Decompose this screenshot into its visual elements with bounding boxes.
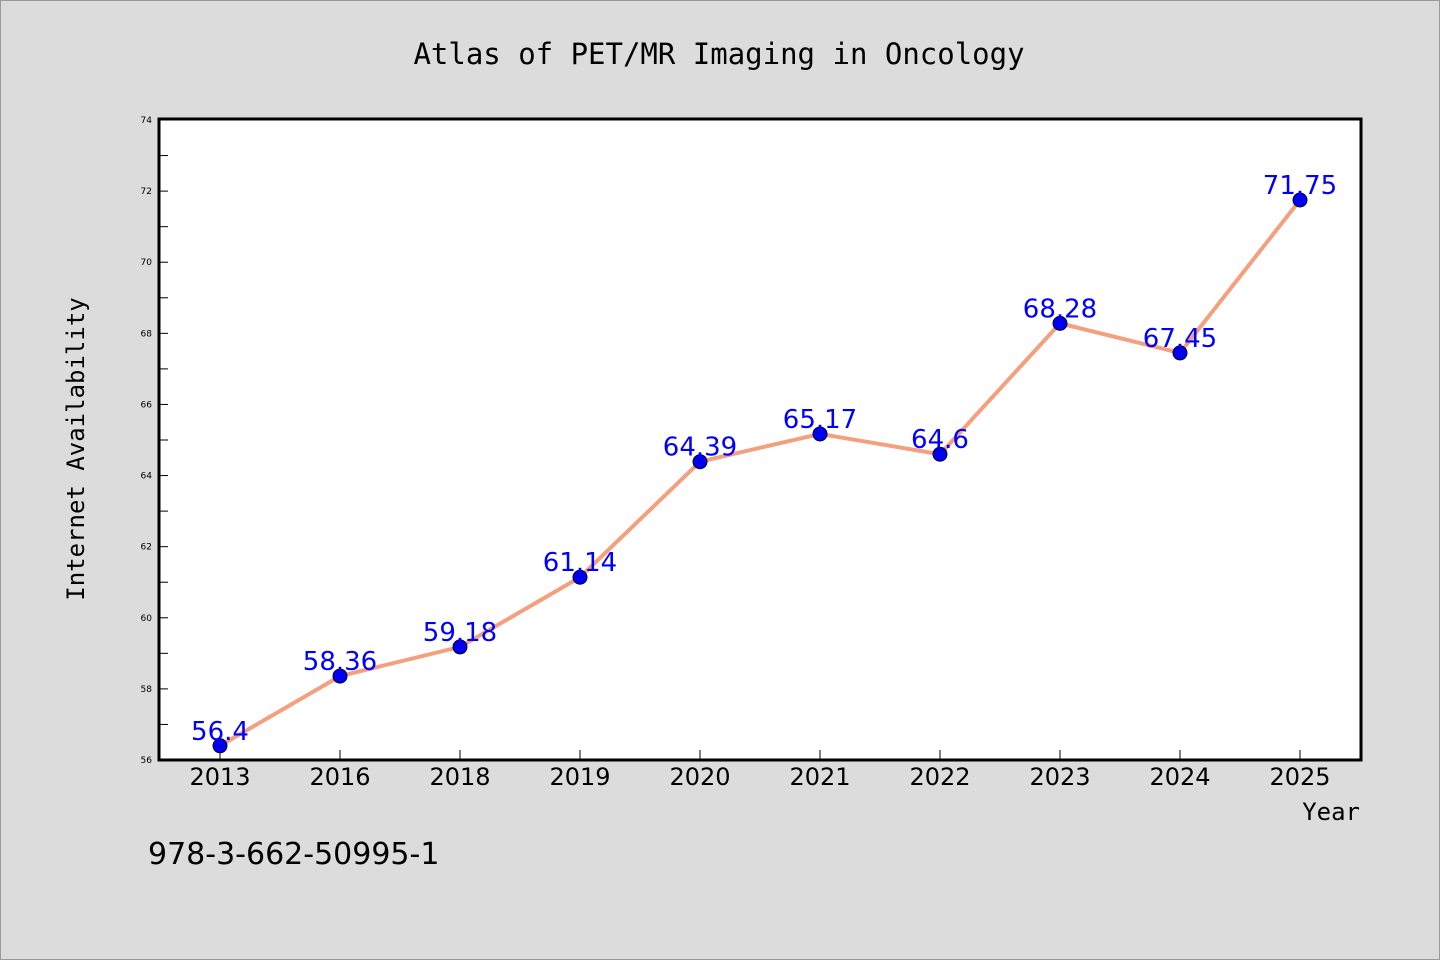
y-tick-label: 70	[141, 258, 153, 268]
y-axis: 56 58 60 62 64 66 68 70 72 74	[141, 116, 168, 766]
y-tick-label: 62	[141, 543, 152, 553]
data-point	[572, 569, 588, 585]
series-line	[218, 198, 1302, 748]
data-point	[692, 454, 708, 470]
x-tick-label: 2021	[789, 763, 850, 791]
isbn-label: 978-3-662-50995-1	[148, 837, 439, 872]
data-point	[332, 668, 348, 684]
y-tick-label: 74	[141, 116, 153, 126]
x-tick-label: 2022	[909, 763, 970, 791]
y-tick-label: 58	[141, 685, 153, 695]
data-point	[212, 738, 228, 754]
data-label: 56.4	[191, 717, 249, 747]
y-tick-label: 72	[141, 187, 152, 197]
data-label: 61.14	[543, 548, 617, 578]
y-tick-label: 64	[141, 472, 153, 482]
chart-title: Atlas of PET/MR Imaging in Oncology	[413, 37, 1024, 71]
x-tick-label: 2019	[549, 763, 610, 791]
series-points	[212, 192, 1308, 754]
data-label: 64.6	[911, 425, 969, 455]
data-label: 64.39	[663, 433, 737, 463]
x-tick-label: 2016	[309, 763, 370, 791]
data-label: 59.18	[423, 618, 497, 648]
x-tick-label: 2020	[669, 763, 730, 791]
data-label: 58.36	[303, 647, 377, 677]
y-tick-label: 56	[141, 756, 153, 766]
x-tick-label: 2023	[1029, 763, 1090, 791]
data-point	[812, 426, 828, 442]
x-tick-label: 2018	[429, 763, 490, 791]
data-label: 71.75	[1263, 171, 1337, 201]
y-tick-label: 68	[141, 329, 153, 339]
y-tick-label: 60	[141, 614, 153, 624]
series-polyline	[218, 198, 1302, 748]
x-tick-label: 2024	[1149, 763, 1210, 791]
series-data-labels: 56.4 58.36 59.18 61.14 64.39 65.17 64.6 68.28 67…	[191, 171, 1337, 747]
x-axis-label: Year	[1302, 798, 1360, 826]
data-point	[932, 446, 948, 462]
y-axis-label: Internet Availability	[62, 297, 90, 600]
x-tick-label: 2025	[1269, 763, 1330, 791]
plot-area	[157, 117, 1363, 762]
data-point	[1172, 345, 1188, 361]
data-label: 68.28	[1023, 294, 1097, 324]
x-axis: 2013 2016 2018 2019 2020 2021 2022 2023 2024 2025	[189, 750, 1331, 791]
data-label: 67.45	[1143, 324, 1217, 354]
data-point	[1052, 315, 1068, 331]
data-point	[1292, 192, 1308, 208]
data-point	[452, 639, 468, 655]
y-tick-label: 66	[141, 400, 153, 410]
data-label: 65.17	[783, 405, 857, 435]
x-tick-label: 2013	[189, 763, 250, 791]
